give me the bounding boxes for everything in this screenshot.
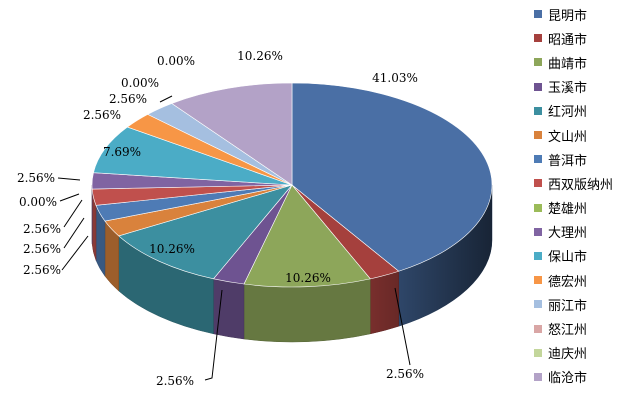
legend-label: 昆明市 [548, 8, 588, 24]
slice-5-top [118, 184, 293, 280]
slice-5-data-label: 10.26% [149, 242, 195, 256]
slice-14-data-label: 0.00% [121, 76, 159, 90]
legend-swatch [534, 34, 542, 43]
legend-swatch [534, 324, 542, 333]
legend-label: 大理州 [548, 226, 588, 242]
legend-swatch [534, 106, 542, 115]
legend-label: 迪庆州 [548, 347, 588, 363]
legend-item-9: 楚雄州 [534, 196, 638, 220]
legend-swatch [534, 300, 542, 309]
slice-7-data-label: 2.56% [23, 242, 61, 256]
slice-1-top [291, 82, 493, 272]
legend-item-7: 普洱市 [534, 147, 638, 171]
slice-11-top [93, 126, 293, 186]
legend-item-5: 红河州 [534, 99, 638, 123]
legend-swatch [534, 131, 542, 140]
legend-label: 文山州 [548, 129, 588, 145]
legend-item-11: 保山市 [534, 244, 638, 268]
legend-item-6: 文山州 [534, 123, 638, 147]
legend-label: 普洱市 [548, 153, 588, 169]
legend-label: 曲靖市 [548, 56, 588, 72]
legend-swatch [534, 251, 542, 260]
slice-9-leader-line [59, 193, 80, 202]
legend-label: 楚雄州 [548, 202, 588, 218]
slice-6-leader-line [61, 235, 89, 271]
slice-4-leader-line [204, 289, 223, 381]
slice-12-data-label: 2.56% [83, 108, 121, 122]
legend-label: 昭通市 [548, 32, 588, 48]
chart-legend: 昆明市昭通市曲靖市玉溪市红河州文山州普洱市西双版纳州楚雄州大理州保山市德宏州丽江… [534, 2, 638, 389]
legend-item-12: 德宏州 [534, 268, 638, 292]
slice-2-data-label: 2.56% [386, 367, 424, 381]
legend-item-2: 昭通市 [534, 26, 638, 50]
pie-top [91, 82, 493, 288]
legend-swatch [534, 82, 542, 91]
legend-swatch [534, 179, 542, 188]
slice-15-data-label: 0.00% [157, 54, 195, 68]
pie-labels: 41.03% 2.56% 10.26% 2.56% 10.26% 2.56% 2.56% 2.… [17, 49, 424, 388]
legend-label: 玉溪市 [548, 81, 588, 97]
legend-swatch [534, 10, 542, 19]
legend-item-8: 西双版纳州 [534, 171, 638, 195]
slice-15-leader-line [159, 95, 173, 103]
legend-item-1: 昆明市 [534, 2, 638, 26]
legend-label: 丽江市 [548, 298, 588, 314]
legend-label: 怒江州 [548, 323, 588, 339]
slice-4-data-label: 2.56% [156, 374, 194, 388]
slice-9-data-label: 0.00% [19, 195, 57, 209]
legend-swatch [534, 203, 542, 212]
slice-7-leader-line [63, 217, 85, 249]
slice-10-data-label: 2.56% [17, 171, 55, 185]
legend-label: 西双版纳州 [548, 177, 614, 193]
slice-10-leader-line [57, 177, 81, 181]
legend-label: 红河州 [548, 105, 588, 121]
legend-swatch [534, 227, 542, 236]
slice-1-data-label: 41.03% [372, 71, 418, 85]
legend-label: 德宏州 [548, 274, 588, 290]
slice-13-data-label: 2.56% [109, 92, 147, 106]
legend-swatch [534, 276, 542, 285]
legend-item-13: 丽江市 [534, 292, 638, 316]
legend-swatch [534, 348, 542, 357]
slice-11-data-label: 7.69% [103, 145, 141, 159]
legend-item-16: 临沧市 [534, 365, 638, 389]
legend-item-3: 曲靖市 [534, 50, 638, 74]
legend-swatch [534, 58, 542, 67]
legend-item-15: 迪庆州 [534, 341, 638, 365]
slice-8-data-label: 2.56% [23, 222, 61, 236]
slice-3-data-label: 10.26% [285, 271, 331, 285]
slice-8-leader-line [63, 199, 83, 228]
slice-3-top [243, 184, 371, 288]
slice-16-top [171, 82, 293, 186]
legend-item-4: 玉溪市 [534, 75, 638, 99]
legend-item-14: 怒江州 [534, 316, 638, 340]
legend-swatch [534, 155, 542, 164]
legend-label: 保山市 [548, 250, 588, 266]
slice-16-data-label: 10.26% [237, 49, 283, 63]
pie-side-shadow [92, 185, 492, 342]
legend-swatch [534, 372, 542, 381]
slice-2-leader-line [394, 287, 411, 366]
legend-label: 临沧市 [548, 371, 588, 387]
pie-sides [91, 184, 493, 343]
legend-item-10: 大理州 [534, 220, 638, 244]
slice-6-data-label: 2.56% [23, 263, 61, 277]
